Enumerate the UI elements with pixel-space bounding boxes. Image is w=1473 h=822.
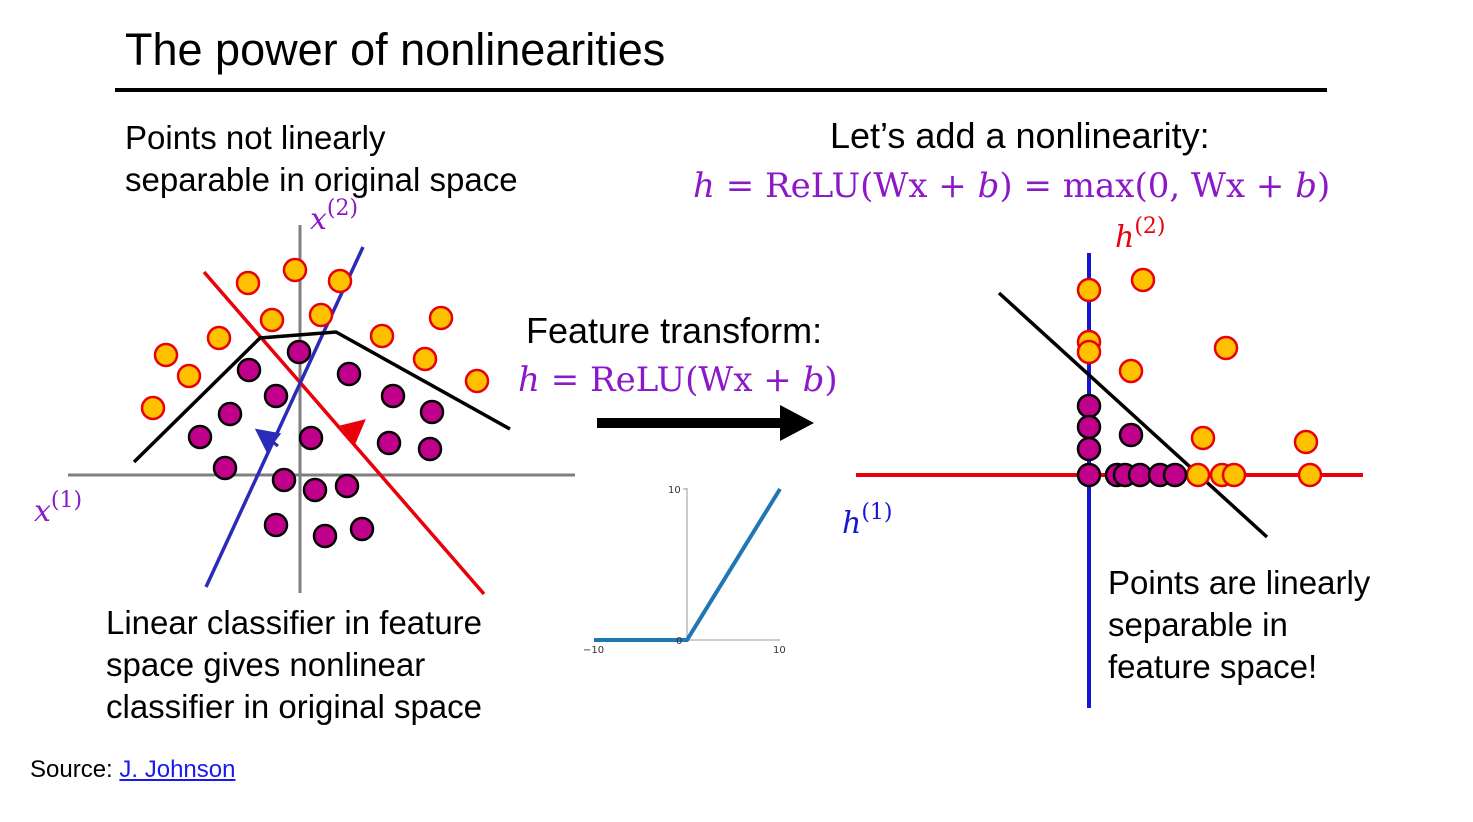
orange-point [428, 305, 454, 331]
bottom-caption-line: space gives nonlinear [106, 646, 426, 683]
magenta-point [1162, 462, 1188, 488]
relu-ytick-10: 10 [668, 485, 681, 496]
magenta-point [217, 401, 243, 427]
right-x-axis-label: h(1) [842, 500, 893, 541]
orange-point [153, 342, 179, 368]
magenta-point [312, 523, 338, 549]
middle-heading: Feature transform: [526, 310, 823, 351]
orange-point [140, 395, 166, 421]
relu-series-line [594, 487, 782, 642]
transform-arrow [597, 405, 814, 441]
orange-point [1293, 429, 1319, 455]
magenta-point [187, 424, 213, 450]
bottom-caption-line: classifier in original space [106, 688, 483, 725]
relu-xtick-10: 10 [773, 645, 786, 656]
bottom-caption: Linear classifier in feature space gives… [106, 602, 482, 728]
magenta-point [302, 477, 328, 503]
right-caption-line: separable in [1108, 606, 1288, 643]
nonlinear-boundary [132, 330, 511, 464]
left-caption-line: separable in original space [125, 161, 518, 198]
magenta-point [263, 383, 289, 409]
magenta-point [1076, 414, 1102, 440]
magenta-point [336, 361, 362, 387]
title-divider [115, 88, 1327, 92]
magenta-point [298, 425, 324, 451]
left-caption-line: Points not linearly [125, 119, 386, 156]
blue-normal-arrow [254, 428, 282, 453]
source-label: Source: [30, 756, 113, 783]
orange-point [1221, 462, 1247, 488]
blue-decision-line [204, 246, 365, 588]
left-x-axis-label: x(1) [34, 488, 83, 529]
magenta-point [419, 399, 445, 425]
magenta-point [1076, 462, 1102, 488]
magenta-point [1127, 462, 1153, 488]
magenta-point [212, 455, 238, 481]
right-caption-line: Points are linearly [1108, 564, 1371, 601]
relu-xtick-minus10: −10 [583, 645, 604, 656]
orange-point [1185, 462, 1211, 488]
feature-decision-line [997, 291, 1269, 539]
orange-point [327, 268, 353, 294]
orange-point [1297, 462, 1323, 488]
orange-point [1190, 425, 1216, 451]
magenta-point [380, 383, 406, 409]
orange-point [1076, 339, 1102, 365]
source-line: Source: J. Johnson [30, 755, 235, 785]
feature-space-plot [856, 253, 1363, 708]
right-caption: Points are linearly separable in feature… [1108, 562, 1370, 688]
magenta-point [349, 516, 375, 542]
magenta-point [376, 430, 402, 456]
magenta-point [334, 473, 360, 499]
magenta-point [271, 467, 297, 493]
orange-point [282, 257, 308, 283]
right-caption-line: feature space! [1108, 648, 1318, 685]
orange-point [308, 302, 334, 328]
magenta-point [263, 512, 289, 538]
magenta-point [1076, 436, 1102, 462]
orange-point [259, 307, 285, 333]
magenta-point [286, 339, 312, 365]
right-formula: h = ReLU(Wx + b) = max(0, Wx + b) [693, 166, 1331, 206]
orange-point [1213, 335, 1239, 361]
relu-plot: 10 −10 0 10 [583, 485, 786, 656]
original-space-plot [68, 225, 575, 596]
right-y-axis-label: h(2) [1115, 214, 1166, 255]
red-normal-arrow [339, 419, 366, 444]
middle-formula: h = ReLU(Wx + b) [518, 360, 838, 400]
orange-point [1130, 267, 1156, 293]
orange-point [1118, 358, 1144, 384]
orange-point [1076, 277, 1102, 303]
orange-point [206, 325, 232, 351]
orange-point [369, 323, 395, 349]
right-heading: Let’s add a nonlinearity: [830, 115, 1210, 156]
magenta-point [417, 436, 443, 462]
source-link[interactable]: J. Johnson [119, 756, 236, 783]
orange-point [235, 270, 261, 296]
orange-point [464, 368, 490, 394]
magenta-point [1076, 393, 1102, 419]
left-caption: Points not linearly separable in origina… [125, 117, 518, 201]
magenta-point [236, 357, 262, 383]
bottom-caption-line: Linear classifier in feature [106, 604, 483, 641]
orange-point [412, 346, 438, 372]
left-y-axis-label: x(2) [310, 196, 359, 237]
slide-title: The power of nonlinearities [125, 24, 666, 75]
magenta-point [1118, 422, 1144, 448]
orange-point [176, 363, 202, 389]
relu-xtick-0: 0 [676, 636, 682, 647]
